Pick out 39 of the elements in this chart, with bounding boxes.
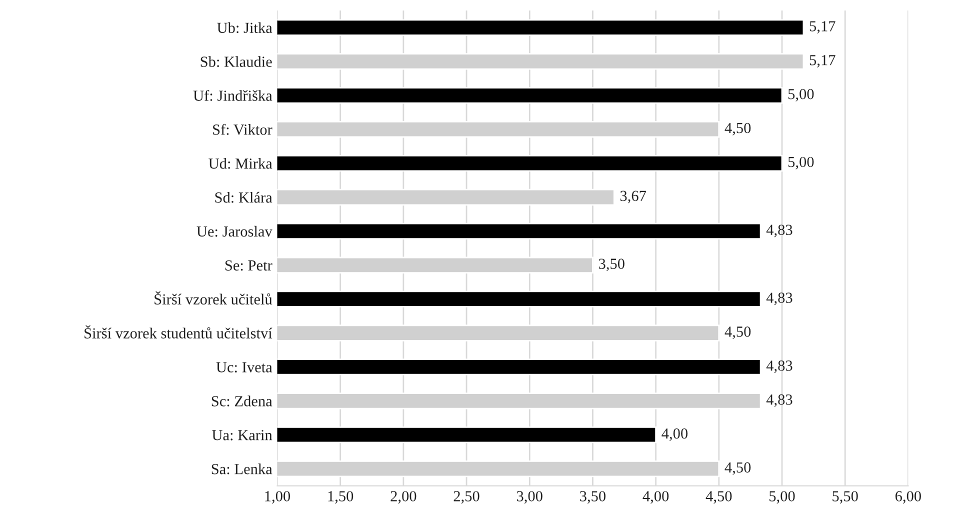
y-tick-label: Sc: Zdena [212,396,272,406]
y-tick-label: Ue: Jaroslav [196,226,272,237]
x-tick-label: 2,50 [454,491,480,504]
data-label: 4,50 [724,326,751,340]
x-tick-label: 5,50 [832,491,858,504]
x-tick-label: 1,00 [265,491,290,504]
data-label: 3,67 [620,190,646,204]
data-label: 5,00 [788,88,814,102]
y-tick-label: Širší vzorek učitelů [154,291,272,305]
y-tick-label: Sa: Lenka [212,463,272,474]
x-tick-label: 4,00 [642,491,669,504]
y-tick-label: Se: Petr [225,260,272,271]
y-tick-label: Sb: Klaudie [200,56,272,67]
y-tick-label: Ua: Karin [212,430,272,440]
x-tick-label: 4,50 [706,491,732,504]
data-label: 4,83 [766,224,792,238]
y-tick-label: Ud: Mirka [208,158,272,169]
data-label: 5,17 [810,55,836,68]
x-tick-label: 3,50 [580,491,606,504]
x-tick-label: 6,00 [895,491,921,504]
y-tick-label: Sf: Viktor [213,124,272,135]
data-label: 4,00 [662,428,688,441]
data-label: 3,50 [599,258,624,272]
y-tick-label: Sd: Klára [215,192,272,203]
x-tick-label: 3,00 [516,491,542,504]
x-tick-label: 2,00 [390,491,416,504]
x-tick-label: 1,50 [328,491,354,504]
data-label: 5,17 [810,21,836,34]
y-tick-label: Ub: Jitka [217,22,272,34]
y-tick-label: Uf: Jindřiška [193,90,272,101]
data-label: 4,83 [766,360,792,373]
data-label: 4,83 [766,394,792,407]
data-label: 4,83 [766,292,792,306]
data-label: 4,50 [724,462,751,475]
y-tick-label: Širší vzorek studentů učitelství [84,325,272,338]
y-tick-label: Uc: Iveta [216,362,272,372]
x-tick-label: 5,00 [770,491,795,504]
data-label: 5,00 [788,156,814,170]
data-label: 4,50 [724,122,751,136]
